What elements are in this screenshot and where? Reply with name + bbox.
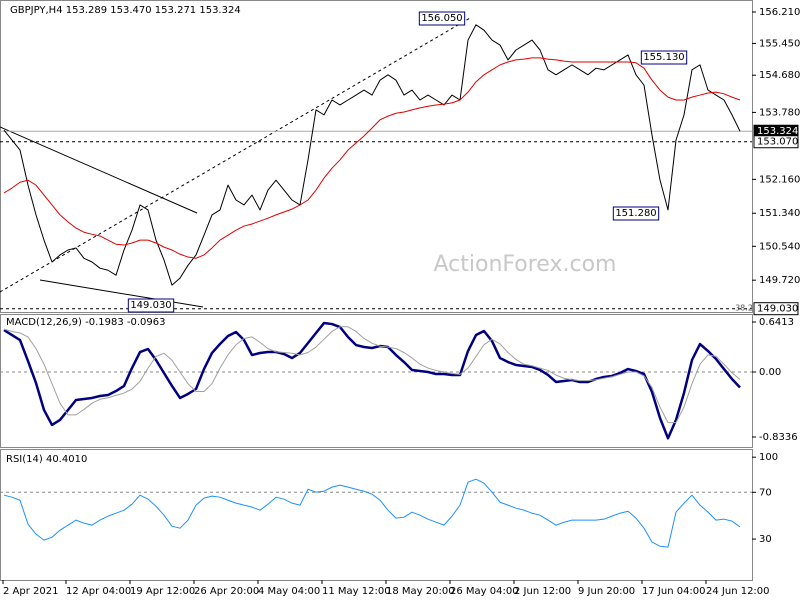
x-tick-label: 4 May 04:00 [258,586,320,597]
annotation: 149.030 [130,300,171,311]
series-line [3,326,741,424]
y-tick-label: 100 [759,452,778,463]
y-tick-label: 155.450 [759,38,800,49]
x-tick-label: 12 Apr 04:00 [66,586,131,597]
annotation: 156.050 [421,13,462,24]
level-box [753,135,799,149]
y-tick-label: 153.780 [759,107,800,118]
annotation: 38.2 [735,304,753,313]
x-tick-label: 2 Apr 2021 [3,586,58,597]
pane-title: GBPJPY,H4 153.289 153.470 153.271 153.32… [10,5,241,16]
macd-pane [0,314,753,448]
price-pane [0,0,753,313]
y-tick-label: 152.160 [759,174,800,185]
level-label: 153.070 [757,137,798,148]
annotation-box [640,50,688,65]
y-tick-label: 70 [759,487,772,498]
y-tick-label: -0.8336 [759,432,798,443]
annotation-box [127,298,175,313]
x-tick-label: 26 Apr 20:00 [194,586,259,597]
rsi-pane [0,449,753,581]
y-tick-label: 156.210 [759,7,800,18]
annotation: 151.280 [615,208,656,219]
y-tick-label: 0.00 [759,367,781,378]
x-tick-label: 19 Apr 12:00 [130,586,195,597]
trendline [39,279,204,308]
level-label: 153.324 [757,126,798,137]
y-tick-label: 149.720 [759,275,800,286]
series-line [3,321,741,440]
annotation: 155.130 [643,52,684,63]
x-tick-label: 17 Jun 04:00 [642,586,706,597]
x-tick-label: 18 May 20:00 [386,586,455,597]
y-tick-label: 0.6413 [759,317,794,328]
channel-line [0,17,471,293]
x-tick-label: 11 May 12:00 [322,586,391,597]
level-box [753,302,799,316]
annotation-box [418,11,466,26]
pane-title: RSI(14) 40.4010 [6,454,87,465]
series-line [3,57,741,259]
y-tick-label: 150.540 [759,241,800,252]
y-tick-label: 151.340 [759,208,800,219]
y-tick-label: 154.680 [759,70,800,81]
level-label: 149.030 [757,304,798,315]
x-tick-label: 9 Jun 20:00 [578,586,635,597]
y-tick-label: 30 [759,534,772,545]
series-line [3,478,741,548]
x-tick-label: 2 Jun 12:00 [514,586,571,597]
x-tick-label: 24 Jun 12:00 [706,586,770,597]
annotation-box [612,206,660,221]
x-tick-label: 26 May 04:00 [450,586,519,597]
pane-title: MACD(12,26,9) -0.1983 -0.0963 [6,317,166,328]
watermark: ActionForex.com [434,252,617,277]
